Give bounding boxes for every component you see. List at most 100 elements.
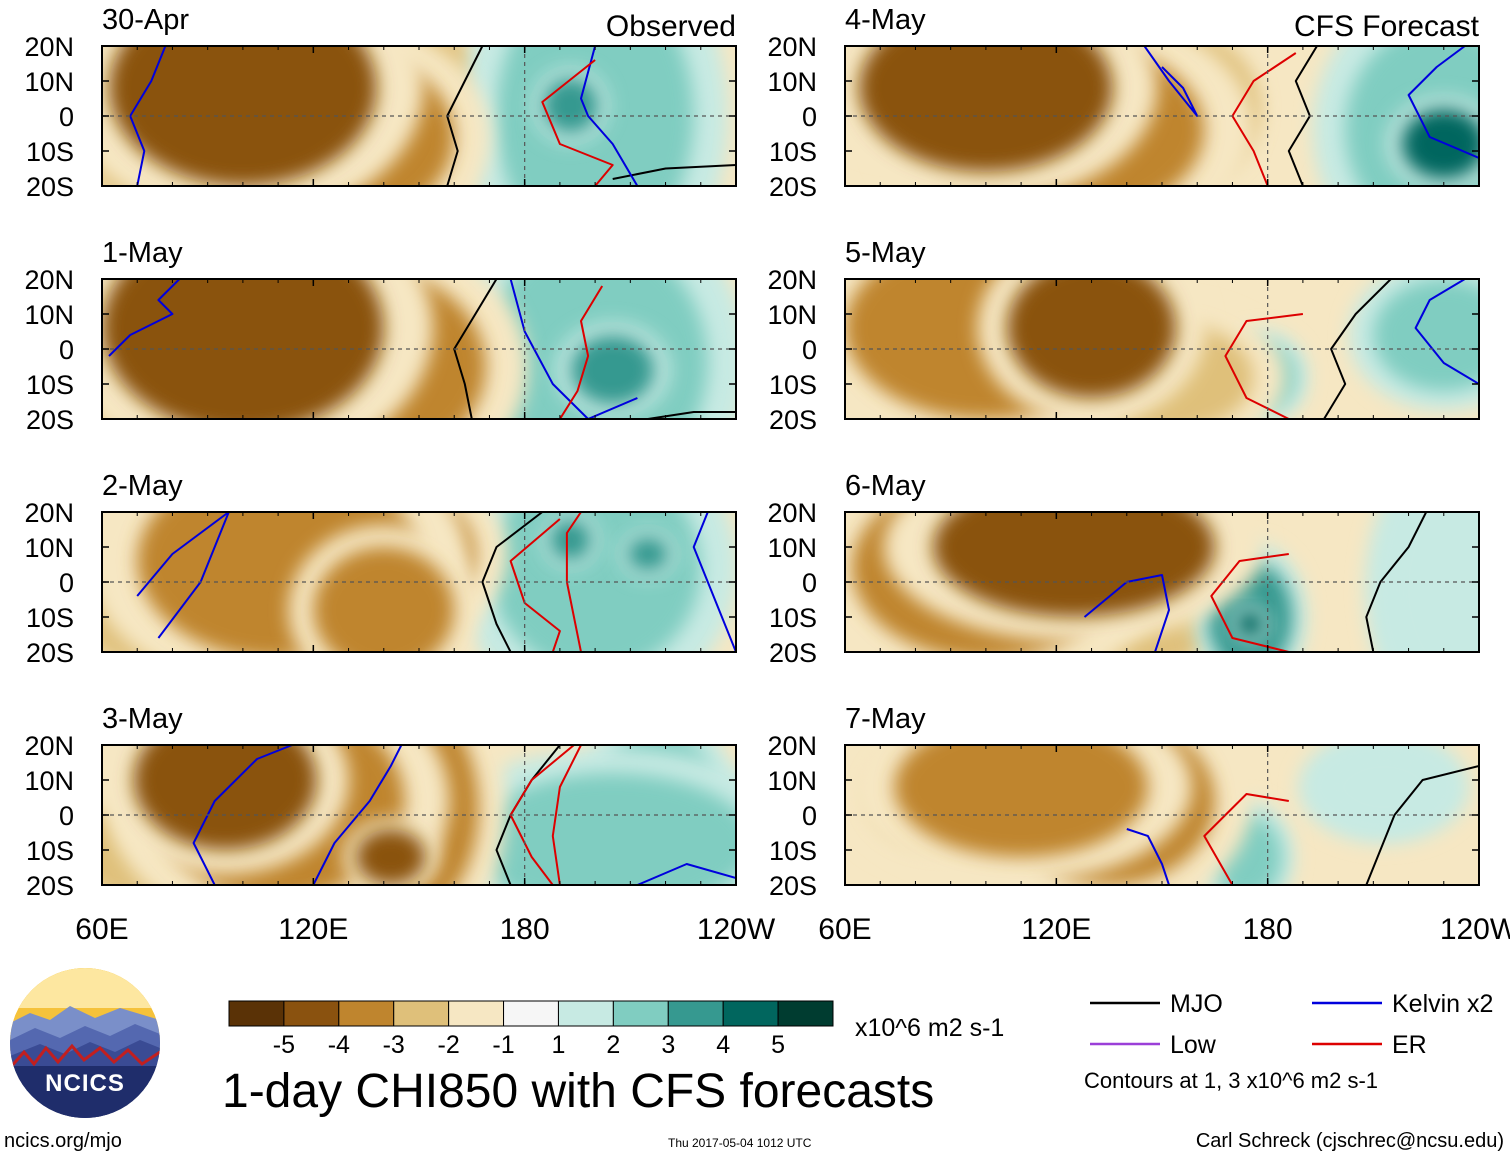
y-tick-label: 10N	[24, 300, 74, 330]
legend-label: ER	[1392, 1031, 1427, 1059]
colorbar-label: 1	[552, 1031, 566, 1059]
mountains-icon	[10, 968, 160, 1118]
colorbar-label: 2	[606, 1031, 620, 1059]
panel-3-May: 20N 10N 0 10S 20S 3-May 60E 120E 180 120W	[24, 703, 775, 946]
panel-2-May: 20N 10N 0 10S 20S 2-May	[24, 470, 737, 668]
y-tick-label: 20S	[26, 871, 74, 901]
panel-date-label: 30-Apr	[102, 4, 189, 36]
x-tick-label: 120E	[278, 913, 348, 946]
forecast-label: CFS Forecast	[1294, 10, 1480, 43]
contours-note: Contours at 1, 3 x10^6 m2 s-1	[1084, 1068, 1379, 1093]
contour-er	[1203, 793, 1289, 885]
chart-title: 1-day CHI850 with CFS forecasts	[222, 1065, 935, 1118]
panel-1-May: 20N 10N 0 10S 20S 1-May	[24, 237, 737, 435]
contour-kelvin	[136, 512, 230, 639]
panel-date-label: 3-May	[102, 703, 183, 735]
colorbar-swatch	[667, 1000, 724, 1027]
panel-date-label: 6-May	[845, 470, 926, 502]
anomaly-blob	[549, 519, 592, 561]
contour-mjo	[1323, 279, 1392, 419]
author-credit: Carl Schreck (cjschrec@ncsu.edu)	[1195, 1130, 1504, 1152]
legend: MJO Kelvin x2 Low ER	[1090, 990, 1493, 1059]
colorbar-label: 3	[661, 1031, 675, 1059]
contour-er	[559, 285, 604, 419]
y-tick-label: 0	[802, 801, 817, 831]
contour-kelvin	[108, 279, 181, 357]
panel-7-May: 20N 10N 0 10S 20S 7-May 60E 120E 180 120W	[767, 703, 1510, 946]
y-tick-label: 0	[59, 335, 74, 365]
y-tick-label: 20S	[769, 405, 817, 435]
panel-date-label: 4-May	[845, 4, 926, 36]
y-tick-label: 0	[59, 568, 74, 598]
y-tick-label: 20N	[767, 265, 817, 295]
y-tick-label: 0	[802, 335, 817, 365]
contour-mjo	[481, 512, 543, 652]
anomaly-field	[102, 46, 736, 186]
observed-label: Observed	[606, 10, 736, 43]
y-tick-label: 10S	[769, 603, 817, 633]
colorbar-label: -1	[492, 1031, 514, 1059]
contour-er	[565, 512, 582, 652]
x-tick-label: 180	[500, 913, 550, 946]
contour-er	[541, 59, 614, 186]
panel-date-label: 7-May	[845, 703, 926, 735]
y-tick-label: 10N	[767, 67, 817, 97]
ncics-logo: NCICS	[10, 968, 160, 1118]
anomaly-field	[102, 512, 736, 652]
colorbar-label: -3	[383, 1031, 405, 1059]
colorbar-label: 5	[771, 1031, 785, 1059]
colorbar-swatch	[612, 1000, 669, 1027]
contour-kelvin	[1126, 828, 1170, 885]
legend-label: Low	[1170, 1031, 1217, 1059]
panel-6-May: 20N 10N 0 10S 20S 6-May	[767, 470, 1480, 668]
panel-4-May: 20N 10N 0 10S 20S 4-May CFS Forecast	[767, 4, 1480, 202]
panel-30-Apr: 20N 10N 0 10S 20S 30-Apr Observed	[24, 4, 737, 202]
colorbar-label: -5	[273, 1031, 295, 1059]
y-tick-label: 10N	[767, 300, 817, 330]
anomaly-blob	[1235, 610, 1265, 638]
anomaly-field	[845, 745, 1479, 885]
contour-mjo	[647, 411, 736, 419]
legend-label: Kelvin x2	[1392, 990, 1493, 1018]
panels-layer: 20N 10N 0 10S 20S 30-Apr Observed 20N 10N 0 10S 20S…	[24, 4, 1510, 946]
y-tick-label: 0	[59, 801, 74, 831]
colorbar-swatch	[557, 1000, 614, 1027]
contour-kelvin	[692, 512, 736, 652]
contour-kelvin	[1407, 46, 1479, 159]
contour-kelvin	[509, 279, 638, 419]
colorbar-swatch	[228, 1000, 285, 1027]
x-tick-label: 180	[1243, 913, 1293, 946]
y-tick-label: 20N	[767, 32, 817, 62]
contour-mjo	[1365, 512, 1428, 652]
x-tick-label: 60E	[818, 913, 871, 946]
y-tick-label: 10S	[769, 137, 817, 167]
y-tick-label: 10S	[769, 370, 817, 400]
logo-text: NCICS	[45, 1070, 125, 1097]
y-tick-label: 20N	[767, 498, 817, 528]
anomaly-blob	[1320, 745, 1448, 829]
y-tick-label: 10N	[24, 766, 74, 796]
x-tick-label: 60E	[75, 913, 128, 946]
anomaly-blob	[1373, 279, 1479, 391]
anomaly-blob	[894, 745, 1148, 857]
colorbar-swatch	[722, 1000, 779, 1027]
y-tick-label: 10S	[769, 836, 817, 866]
anomaly-field	[845, 46, 1479, 186]
colorbar-units: x10^6 m2 s-1	[855, 1014, 1005, 1042]
y-tick-label: 20S	[769, 638, 817, 668]
site-link[interactable]: ncics.org/mjo	[4, 1130, 122, 1152]
x-tick-label: 120W	[1440, 913, 1510, 946]
panel-5-May: 20N 10N 0 10S 20S 5-May	[767, 237, 1480, 435]
y-tick-label: 20S	[769, 172, 817, 202]
contour-kelvin	[312, 745, 403, 885]
contour-er	[1224, 313, 1304, 419]
contour-kelvin	[1083, 574, 1170, 652]
colorbar-swatch	[283, 1000, 340, 1027]
timestamp: Thu 2017-05-04 1012 UTC	[668, 1136, 812, 1150]
y-tick-label: 20S	[769, 871, 817, 901]
y-tick-label: 20S	[26, 405, 74, 435]
contour-er	[551, 745, 582, 885]
anomaly-blob	[1387, 512, 1479, 652]
panel-date-label: 5-May	[845, 237, 926, 269]
y-tick-label: 20N	[24, 498, 74, 528]
